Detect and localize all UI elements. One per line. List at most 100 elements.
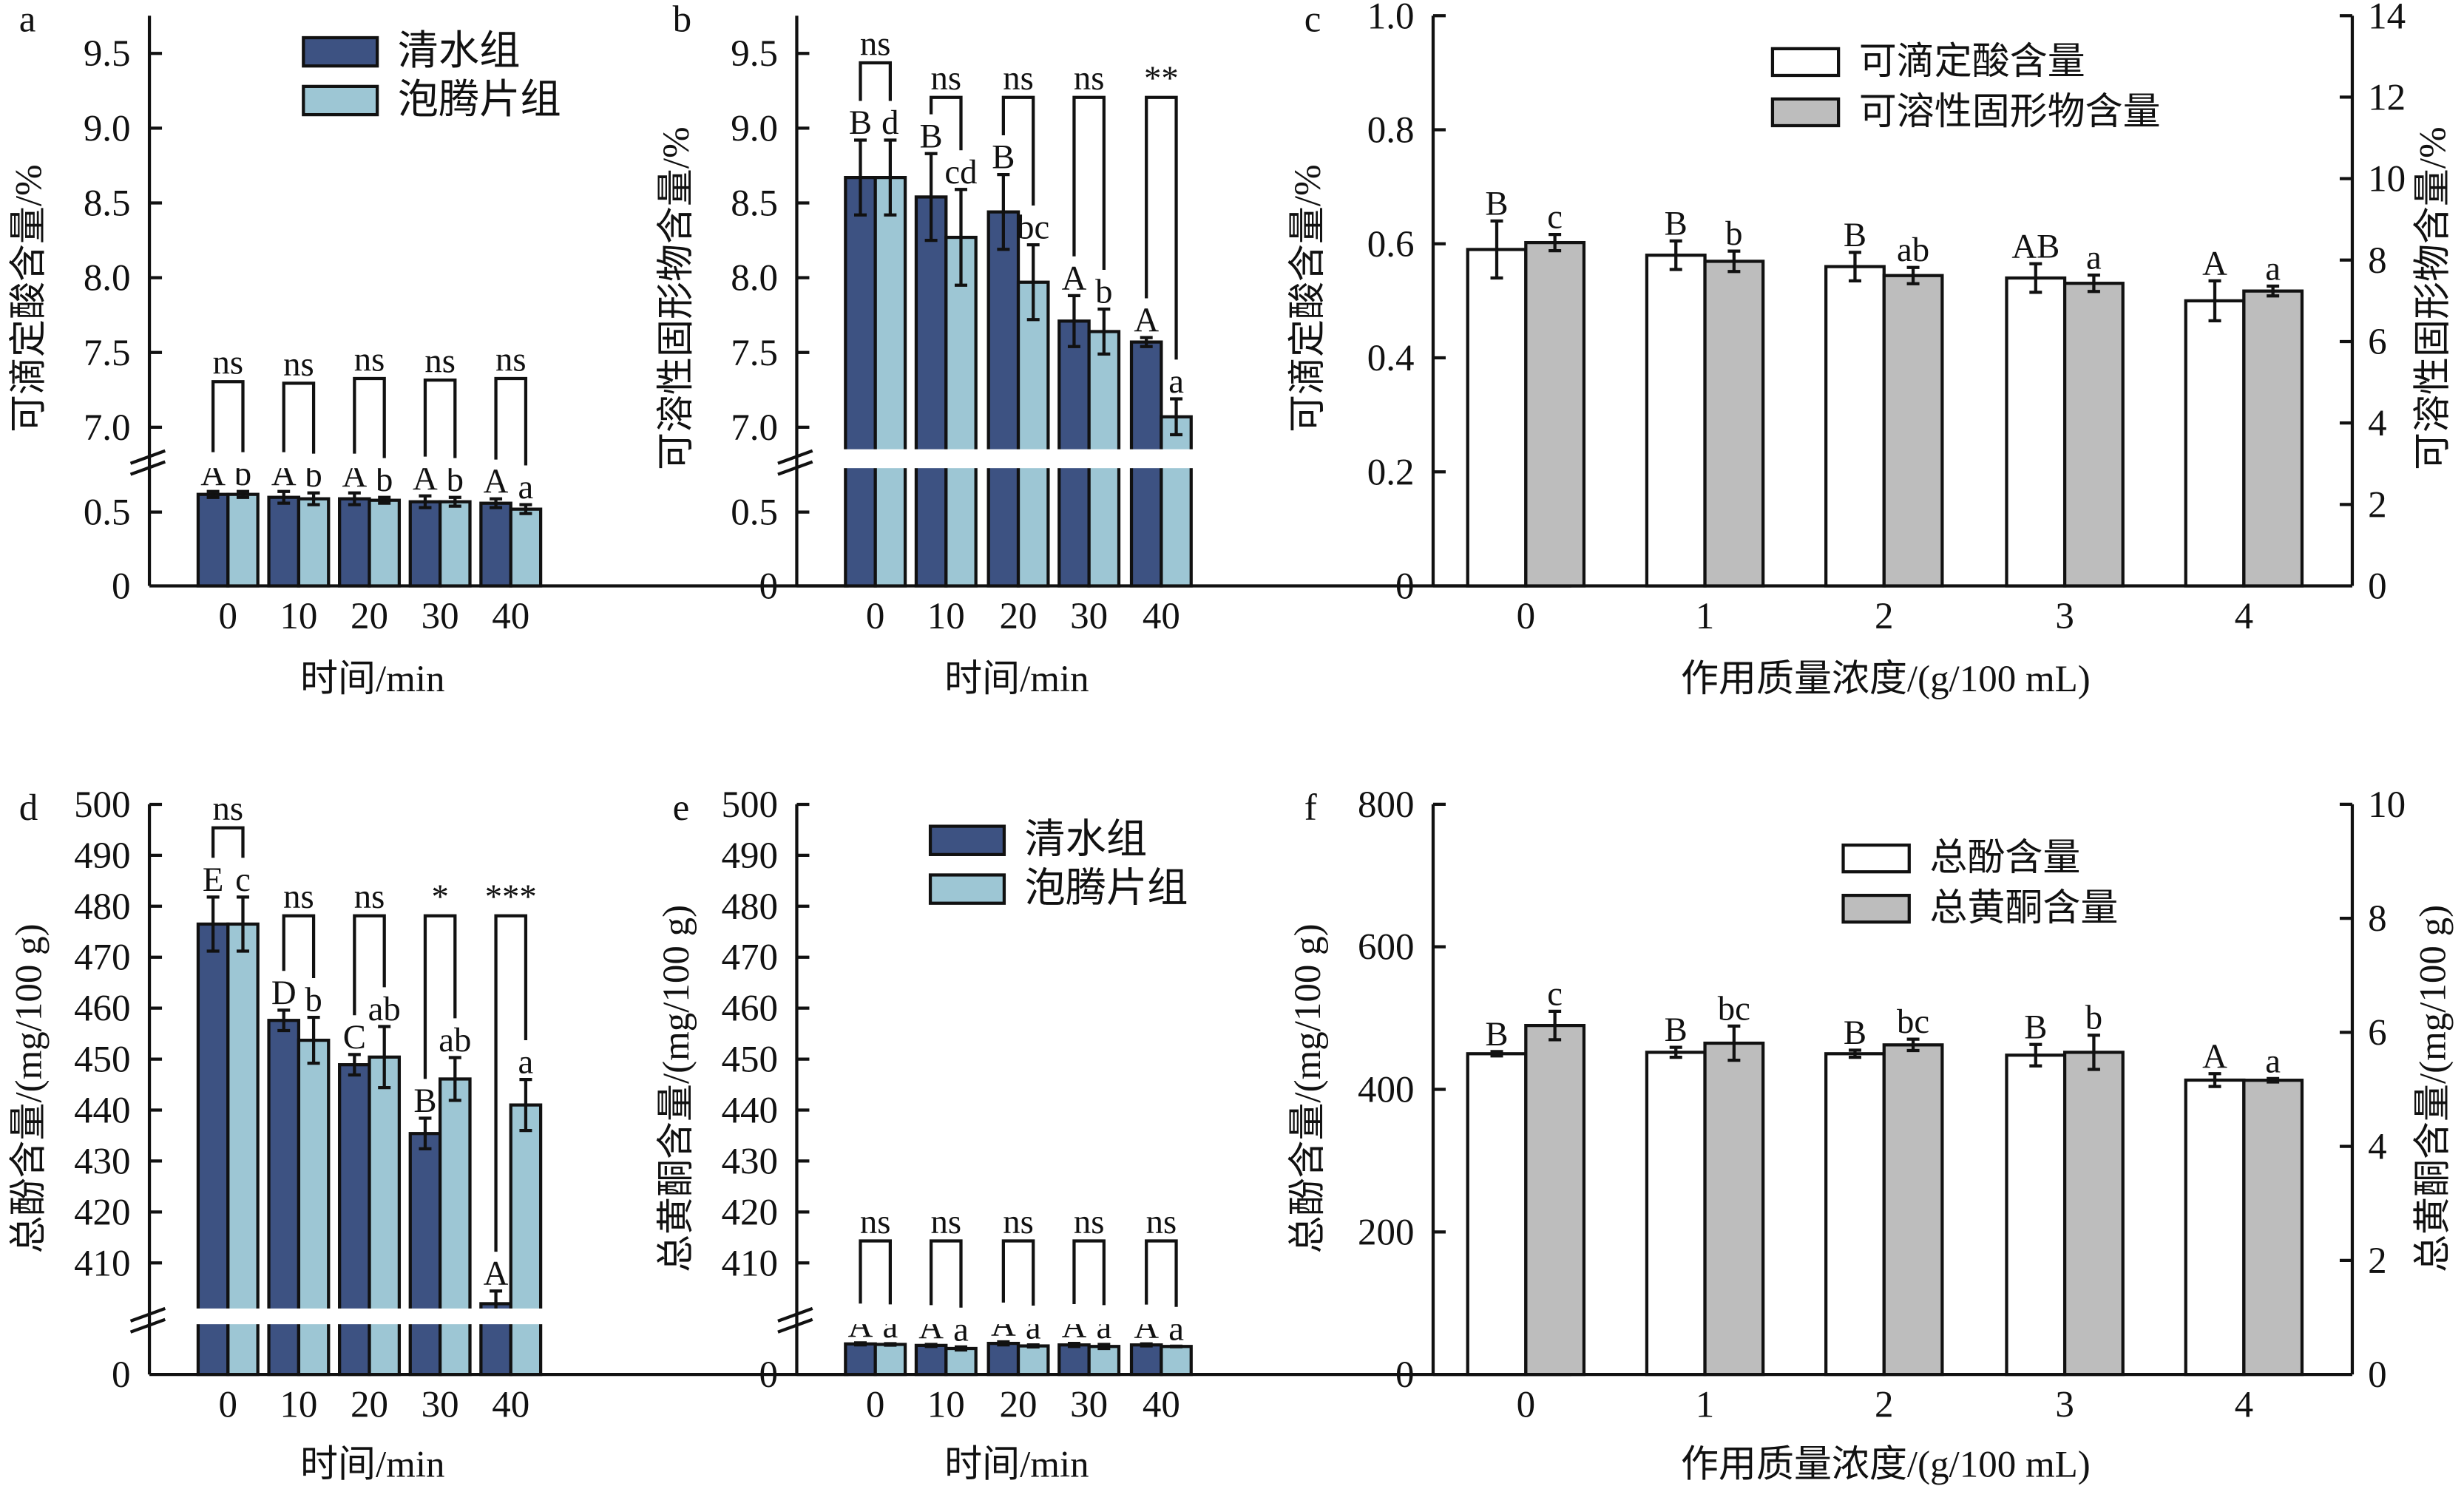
x-tick-label: 40 bbox=[492, 596, 529, 637]
bar bbox=[2242, 1079, 2304, 1377]
x-tick-label: 1 bbox=[1696, 596, 1715, 637]
significance-letter: B bbox=[1665, 204, 1688, 242]
error-bar bbox=[1170, 397, 1183, 437]
error-bar bbox=[277, 1008, 291, 1033]
error-bar bbox=[490, 497, 503, 509]
error-bar bbox=[1140, 1342, 1153, 1348]
bar bbox=[1703, 1041, 1765, 1377]
significance-letter: c bbox=[235, 861, 251, 899]
bar bbox=[873, 1343, 907, 1377]
error-bar bbox=[206, 489, 220, 499]
bar bbox=[1824, 1052, 1886, 1377]
bar bbox=[408, 1132, 442, 1377]
bar bbox=[196, 492, 230, 588]
significance-letter: B bbox=[1485, 1015, 1508, 1054]
error-bar bbox=[1490, 219, 1503, 280]
x-tick-label: 40 bbox=[1143, 1385, 1180, 1426]
comparison-label: ns bbox=[1074, 1203, 1105, 1241]
bar bbox=[873, 176, 907, 588]
error-bar bbox=[2267, 284, 2280, 298]
error-bar bbox=[307, 1015, 320, 1065]
comparison-label: * bbox=[431, 878, 448, 916]
legend-label: 清水组 bbox=[398, 28, 521, 73]
bar bbox=[1087, 1345, 1121, 1377]
bar bbox=[2062, 1051, 2125, 1377]
error-bar bbox=[884, 138, 897, 217]
y-tick-label: 410 bbox=[721, 1243, 777, 1284]
comparison-bracket bbox=[282, 914, 316, 978]
error-bar bbox=[2208, 279, 2221, 323]
legend-swatch bbox=[1841, 843, 1911, 874]
significance-letter: bc bbox=[1718, 989, 1750, 1028]
legend-swatch bbox=[928, 873, 1006, 905]
y2-tick-label: 4 bbox=[2368, 1127, 2387, 1168]
x-tick-label: 4 bbox=[2235, 1385, 2254, 1426]
y-tick-label: 7.0 bbox=[731, 407, 778, 449]
axis-break-mark bbox=[777, 1306, 813, 1334]
significance-letter: A bbox=[2202, 244, 2227, 282]
legend-swatch bbox=[302, 84, 379, 117]
error-bar bbox=[2029, 262, 2042, 294]
significance-letter: B bbox=[413, 1082, 436, 1120]
comparison-label: ns bbox=[424, 342, 456, 381]
y-tick-label: 8.0 bbox=[731, 258, 778, 299]
x-tick-label: 4 bbox=[2235, 596, 2254, 637]
error-bar bbox=[1848, 251, 1861, 283]
bar bbox=[297, 1038, 331, 1377]
error-bar bbox=[1727, 249, 1741, 274]
legend-label: 可溶性固形物含量 bbox=[1859, 92, 2161, 133]
error-bar bbox=[206, 895, 220, 953]
comparison-bracket bbox=[1072, 1239, 1106, 1306]
y2-tick-label: 10 bbox=[2368, 784, 2406, 826]
error-bar bbox=[954, 188, 967, 287]
x-tick-label: 10 bbox=[927, 596, 965, 637]
legend-swatch bbox=[1841, 893, 1911, 924]
error-bar bbox=[1067, 1341, 1080, 1348]
comparison-label: ns bbox=[931, 1203, 962, 1241]
error-bar bbox=[854, 138, 867, 217]
comparison-bracket bbox=[282, 381, 316, 454]
y2-tick-label: 2 bbox=[2368, 1241, 2387, 1282]
legend-label: 可滴定酸含量 bbox=[1859, 41, 2085, 83]
bar bbox=[439, 1077, 472, 1377]
error-bar bbox=[1170, 1344, 1183, 1348]
bar bbox=[1466, 1052, 1528, 1377]
y2-axis-title: 可溶性固形物含量/% bbox=[2412, 126, 2454, 470]
y2-tick-label: 2 bbox=[2368, 484, 2387, 526]
y-tick-label: 0.6 bbox=[1367, 224, 1415, 265]
error-bar bbox=[997, 172, 1010, 251]
comparison-bracket bbox=[494, 914, 528, 1252]
y-tick-label: 0 bbox=[1395, 1354, 1415, 1396]
comparison-label: ns bbox=[213, 790, 244, 828]
y-tick-label: 0.8 bbox=[1367, 110, 1415, 152]
comparison-label: ns bbox=[1003, 59, 1034, 98]
error-bar bbox=[2087, 1034, 2100, 1071]
comparison-label: ns bbox=[283, 878, 314, 916]
y-tick-label: 0 bbox=[112, 1354, 131, 1396]
panel-label: e bbox=[673, 787, 690, 829]
legend-swatch bbox=[928, 824, 1006, 856]
y-tick-label: 0.5 bbox=[84, 492, 131, 534]
comparison-bracket bbox=[353, 376, 386, 458]
significance-letter: A bbox=[2202, 1037, 2227, 1076]
y-tick-label: 9.0 bbox=[731, 108, 778, 149]
comparison-label: ns bbox=[931, 59, 962, 98]
significance-letter: B bbox=[1844, 1014, 1866, 1052]
bar bbox=[1057, 1343, 1091, 1377]
x-tick-label: 2 bbox=[1875, 1385, 1894, 1426]
bar bbox=[509, 1103, 543, 1377]
bar bbox=[509, 507, 543, 588]
x-tick-label: 1 bbox=[1696, 1385, 1715, 1426]
y-tick-label: 9.5 bbox=[731, 33, 778, 75]
bar bbox=[439, 500, 472, 588]
x-axis-title: 时间/min bbox=[300, 659, 444, 700]
y-tick-label: 0.4 bbox=[1367, 338, 1415, 379]
x-axis-title: 时间/min bbox=[944, 1444, 1089, 1485]
y-tick-label: 7.0 bbox=[84, 407, 131, 449]
panel-d: d 0 410 420 430 440 450 460 470 480 490 500 0 10 20 30 4… bbox=[8, 784, 849, 1485]
y-tick-label: 410 bbox=[74, 1243, 130, 1284]
error-bar bbox=[348, 1053, 361, 1077]
y-tick-label: 8.0 bbox=[84, 258, 131, 299]
x-tick-label: 10 bbox=[280, 596, 317, 637]
significance-letter: C bbox=[343, 1018, 366, 1056]
